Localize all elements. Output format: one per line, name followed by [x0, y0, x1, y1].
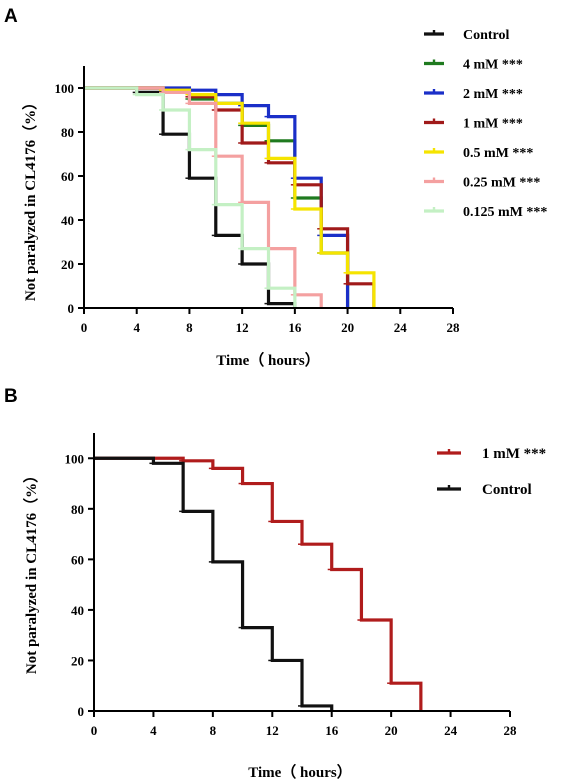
panel-a-series-4-line: [84, 86, 376, 308]
panel-a-axes: [83, 66, 453, 309]
panel-b-x-tick-label-2: 8: [210, 723, 217, 738]
panel-a-y-tick-label-5: 100: [55, 81, 75, 96]
panel-b-x-tick-label-1: 4: [150, 723, 157, 738]
panel-b-x-tick-label-0: 0: [91, 723, 98, 738]
panel-b-series-0-line: [94, 456, 423, 711]
panel-b-y-tick-label-0: 0: [78, 704, 85, 719]
panel-a-x-tick-label-6: 24: [394, 320, 408, 335]
panel-a-y-tick-label-2: 40: [61, 213, 74, 228]
panel-a-ticks: 0 4 8 12 16 20 24 28 0 20 40 60 80 100: [55, 81, 461, 335]
panel-a-x-tick-label-5: 20: [341, 320, 354, 335]
panel-a-x-tick-label-2: 8: [186, 320, 193, 335]
panel-a-legend-label-2: 2 mM ***: [463, 87, 523, 102]
panel-a-y-axis-label: Not paralyzed in CL4176（%）: [21, 95, 39, 301]
panel-b-y-tick-label-1: 20: [71, 653, 84, 668]
panel-a-legend-label-3: 1 mM ***: [463, 117, 523, 132]
panel-a-legend-label-5: 0.25 mM ***: [463, 176, 540, 191]
panel-b-legend-label-1: Control: [482, 482, 532, 498]
panel-b-y-tick-label-5: 100: [65, 451, 85, 466]
panel-a-series-6-line: [84, 86, 297, 308]
panel-b-x-tick-label-5: 20: [385, 723, 398, 738]
panel-a-series-5-line: [84, 86, 323, 308]
panel-a-y-tick-label-0: 0: [68, 301, 75, 316]
panel-a-x-tick-label-0: 0: [81, 320, 88, 335]
panel-a-x-tick-label-7: 28: [447, 320, 461, 335]
panel-b-x-tick-label-3: 12: [266, 723, 279, 738]
panel-b-letter: B: [4, 386, 18, 407]
panel-b: B 0 4 8 12 16 20 24 28 0 20 40 60 80 100 Time（ hours）…: [4, 386, 546, 781]
panel-a-x-tick-label-3: 12: [236, 320, 249, 335]
panel-a-legend-label-6: 0.125 mM ***: [463, 205, 547, 220]
panel-b-legend: 1 mM *** Control: [437, 446, 546, 498]
panel-a-series-group: [84, 86, 376, 308]
panel-a-legend-label-4: 0.5 mM ***: [463, 146, 533, 161]
panel-b-series-1-line: [94, 456, 334, 711]
panel-b-series-group: [94, 456, 423, 711]
panel-a-y-tick-label-4: 80: [61, 125, 74, 140]
panel-a-letter: A: [4, 6, 18, 27]
panel-b-axes: [93, 433, 510, 712]
panel-a-x-tick-label-4: 16: [288, 320, 302, 335]
panel-a-x-tick-label-1: 4: [133, 320, 140, 335]
panel-a-y-tick-label-1: 20: [61, 257, 74, 272]
panel-a-series-3-line: [84, 86, 376, 308]
panel-b-y-tick-label-4: 80: [71, 502, 84, 517]
panel-a-legend-label-1: 4 mM ***: [463, 58, 523, 73]
panel-a-x-axis-label: Time（ hours）: [216, 351, 319, 369]
panel-b-legend-label-0: 1 mM ***: [482, 446, 546, 462]
panel-b-x-tick-label-6: 24: [444, 723, 458, 738]
panel-a-y-tick-label-3: 60: [61, 169, 74, 184]
panel-a-legend-label-0: Control: [463, 28, 510, 43]
panel-b-ticks: 0 4 8 12 16 20 24 28 0 20 40 60 80 100: [65, 451, 518, 738]
panel-b-y-tick-label-2: 40: [71, 603, 84, 618]
panel-a-legend: Control 4 mM *** 2 mM *** 1 mM *** 0.5 mM **…: [424, 28, 547, 220]
panel-b-x-axis-label: Time（ hours）: [248, 763, 351, 781]
panel-b-y-axis-label: Not paralyzed in CL4176（%）: [22, 468, 40, 674]
panel-b-x-tick-label-4: 16: [325, 723, 339, 738]
panel-b-y-tick-label-3: 60: [71, 552, 84, 567]
panel-a: A 0 4 8 12 16 20 24 28 0 20 40 60 80 100 Time（ hours）…: [4, 6, 547, 369]
panel-b-x-tick-label-7: 28: [504, 723, 518, 738]
